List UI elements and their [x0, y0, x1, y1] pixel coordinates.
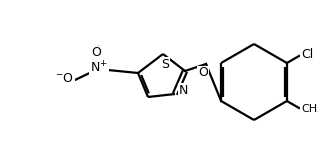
Text: O: O — [91, 46, 101, 59]
Text: O: O — [198, 66, 208, 80]
Text: CH₃: CH₃ — [301, 104, 318, 114]
Text: $^{-}$O: $^{-}$O — [55, 72, 74, 84]
Text: N$^{+}$: N$^{+}$ — [90, 60, 108, 76]
Text: N: N — [178, 83, 188, 97]
Text: Cl: Cl — [301, 48, 313, 61]
Text: S: S — [161, 58, 169, 70]
